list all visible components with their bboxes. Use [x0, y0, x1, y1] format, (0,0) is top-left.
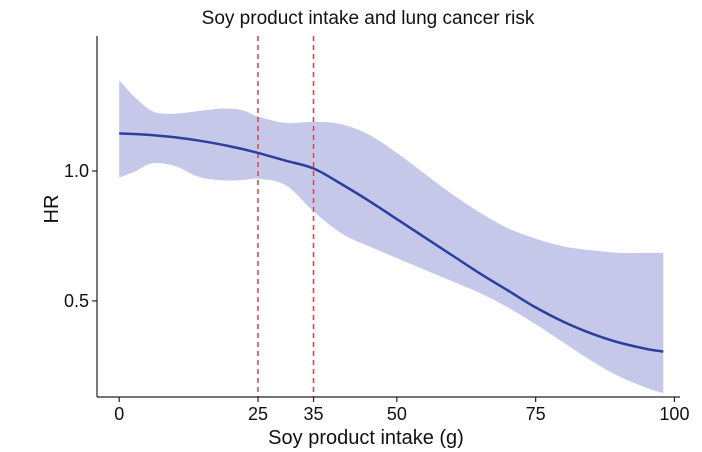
plot-area [119, 36, 664, 397]
confidence-interval-band [119, 80, 664, 394]
y-tick-label: 1.0 [64, 161, 89, 181]
x-tick-label: 0 [114, 404, 124, 424]
y-axis-label: HR [41, 195, 63, 224]
x-tick-label: 35 [304, 404, 324, 424]
chart-title: Soy product intake and lung cancer risk [202, 8, 535, 29]
x-axis-ticks: 0 25 35 50 75 100 [114, 397, 689, 424]
hr-curve [119, 132, 664, 353]
x-tick-label: 75 [526, 404, 546, 424]
x-tick-label: 100 [659, 404, 689, 424]
x-tick-label: 25 [248, 404, 268, 424]
y-tick-label: 0.5 [64, 291, 89, 311]
y-axis-ticks: 0.5 1.0 [64, 161, 97, 311]
x-tick-label: 50 [387, 404, 407, 424]
x-axis-label: Soy product intake (g) [268, 427, 464, 449]
